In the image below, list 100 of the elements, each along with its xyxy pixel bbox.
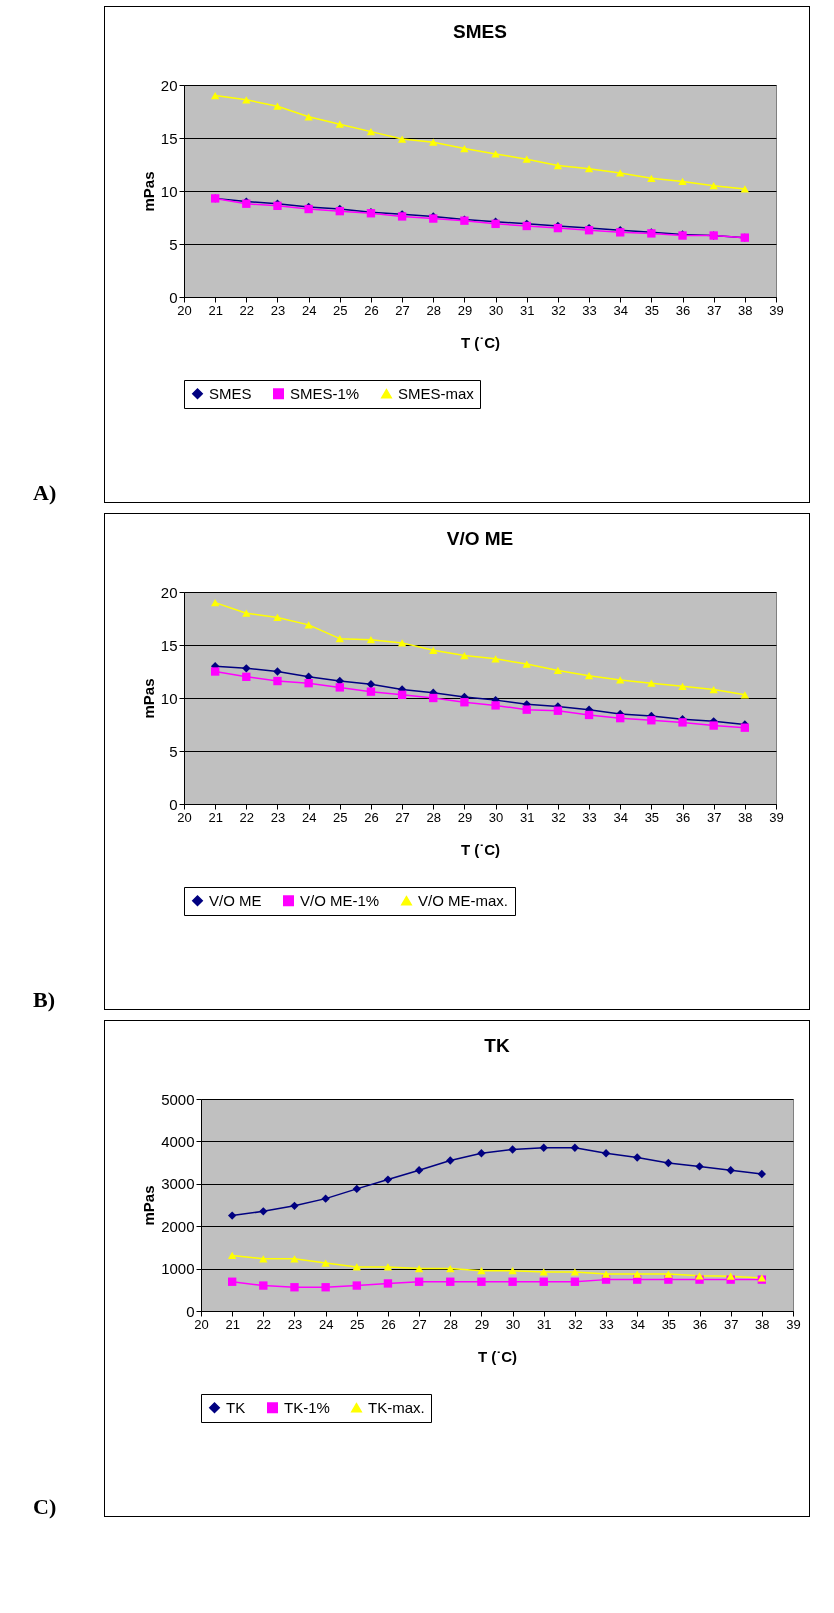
x-tick-label: 33 — [582, 302, 597, 318]
y-tick-label: 5 — [169, 235, 178, 253]
point — [352, 1281, 361, 1290]
point — [429, 138, 438, 146]
x-tick-label: 33 — [582, 809, 597, 825]
x-tick-label: 32 — [568, 1316, 583, 1332]
x-tick-label: 24 — [301, 302, 317, 318]
chart-title: SMES — [453, 21, 507, 42]
y-tick-label: 20 — [160, 583, 178, 601]
point — [508, 1267, 517, 1275]
point — [259, 1281, 268, 1290]
y-tick-label: 0 — [186, 1302, 195, 1320]
x-tick-label: 35 — [644, 809, 660, 825]
point — [508, 1145, 517, 1154]
point — [414, 1166, 424, 1175]
y-tick-label: 10 — [160, 182, 178, 200]
x-tick-label: 23 — [270, 809, 286, 825]
point — [664, 1270, 673, 1278]
x-tick-label: 34 — [630, 1316, 645, 1332]
chart-title: TK — [484, 1035, 510, 1056]
point — [397, 135, 407, 143]
x-tick-label: 31 — [537, 1316, 552, 1332]
x-tick-label: 25 — [350, 1316, 365, 1332]
point — [491, 701, 500, 710]
point — [709, 182, 718, 190]
x-tick-label: 28 — [443, 1316, 458, 1332]
point — [397, 690, 407, 699]
point — [570, 1143, 580, 1152]
y-tick-label: 0 — [169, 795, 178, 813]
point — [335, 120, 344, 128]
point — [429, 646, 438, 654]
point — [273, 676, 282, 686]
point — [446, 1264, 455, 1273]
point — [539, 1277, 548, 1286]
x-tick-label: 21 — [208, 809, 223, 825]
x-tick-label: 30 — [488, 809, 504, 825]
x-tick-label: 37 — [706, 809, 722, 825]
point — [242, 672, 251, 681]
point — [522, 660, 531, 668]
x-tick-label: 24 — [318, 1316, 334, 1332]
chart-title: V/O ME — [446, 528, 514, 549]
y-tick-label: 2000 — [161, 1217, 195, 1235]
point — [740, 185, 750, 193]
point — [460, 144, 469, 153]
point — [321, 1283, 330, 1292]
point — [273, 667, 282, 676]
point — [366, 680, 376, 689]
x-tick-label: 37 — [723, 1316, 739, 1332]
point — [633, 1270, 642, 1278]
x-tick-label: 22 — [239, 302, 255, 318]
point — [491, 655, 500, 663]
y-tick-label: 1000 — [161, 1260, 195, 1278]
x-axis-title: T (˙C) — [460, 840, 501, 858]
x-tick-label: 36 — [675, 809, 691, 825]
x-tick-label: 36 — [675, 302, 691, 318]
point — [584, 165, 594, 173]
legend-label: V/O ME — [209, 891, 262, 909]
x-tick-label: 35 — [661, 1316, 677, 1332]
point — [678, 177, 687, 186]
legend-label: SMES-max — [398, 384, 475, 402]
point — [508, 1277, 517, 1286]
y-tick-label: 10 — [160, 689, 178, 707]
x-tick-label: 25 — [333, 302, 348, 318]
x-tick-label: 32 — [551, 302, 566, 318]
x-tick-label: 30 — [488, 302, 504, 318]
point — [647, 679, 656, 687]
legend-label: TK-max. — [368, 1398, 425, 1416]
point — [757, 1169, 767, 1179]
point — [709, 685, 718, 694]
point — [397, 639, 407, 647]
point — [522, 705, 531, 714]
point — [366, 687, 376, 696]
point — [726, 1272, 735, 1280]
x-tick-label: 26 — [364, 809, 379, 825]
point — [647, 174, 656, 182]
point — [570, 1268, 580, 1276]
x-tick-label: 23 — [270, 302, 286, 318]
point — [633, 1153, 642, 1162]
point — [601, 1270, 611, 1278]
x-tick-label: 23 — [287, 1316, 303, 1332]
point — [227, 1251, 237, 1260]
x-axis-title: T (˙C) — [460, 333, 501, 351]
x-tick-label: 34 — [613, 302, 628, 318]
point — [414, 1264, 424, 1273]
point — [227, 1277, 237, 1286]
y-tick-label: 5 — [169, 742, 178, 760]
point — [273, 613, 282, 622]
x-tick-label: 34 — [613, 809, 628, 825]
point — [414, 1277, 424, 1286]
point — [601, 1149, 611, 1158]
point — [616, 169, 625, 177]
x-tick-label: 36 — [692, 1316, 708, 1332]
y-tick-label: 15 — [160, 636, 178, 654]
legend-label: SMES-1% — [290, 384, 360, 402]
x-tick-label: 31 — [520, 302, 535, 318]
y-axis-title: mPas — [139, 678, 157, 719]
point — [539, 1268, 548, 1276]
point — [726, 1166, 735, 1175]
x-axis-title: T (˙C) — [477, 1347, 518, 1365]
point — [259, 1207, 268, 1216]
